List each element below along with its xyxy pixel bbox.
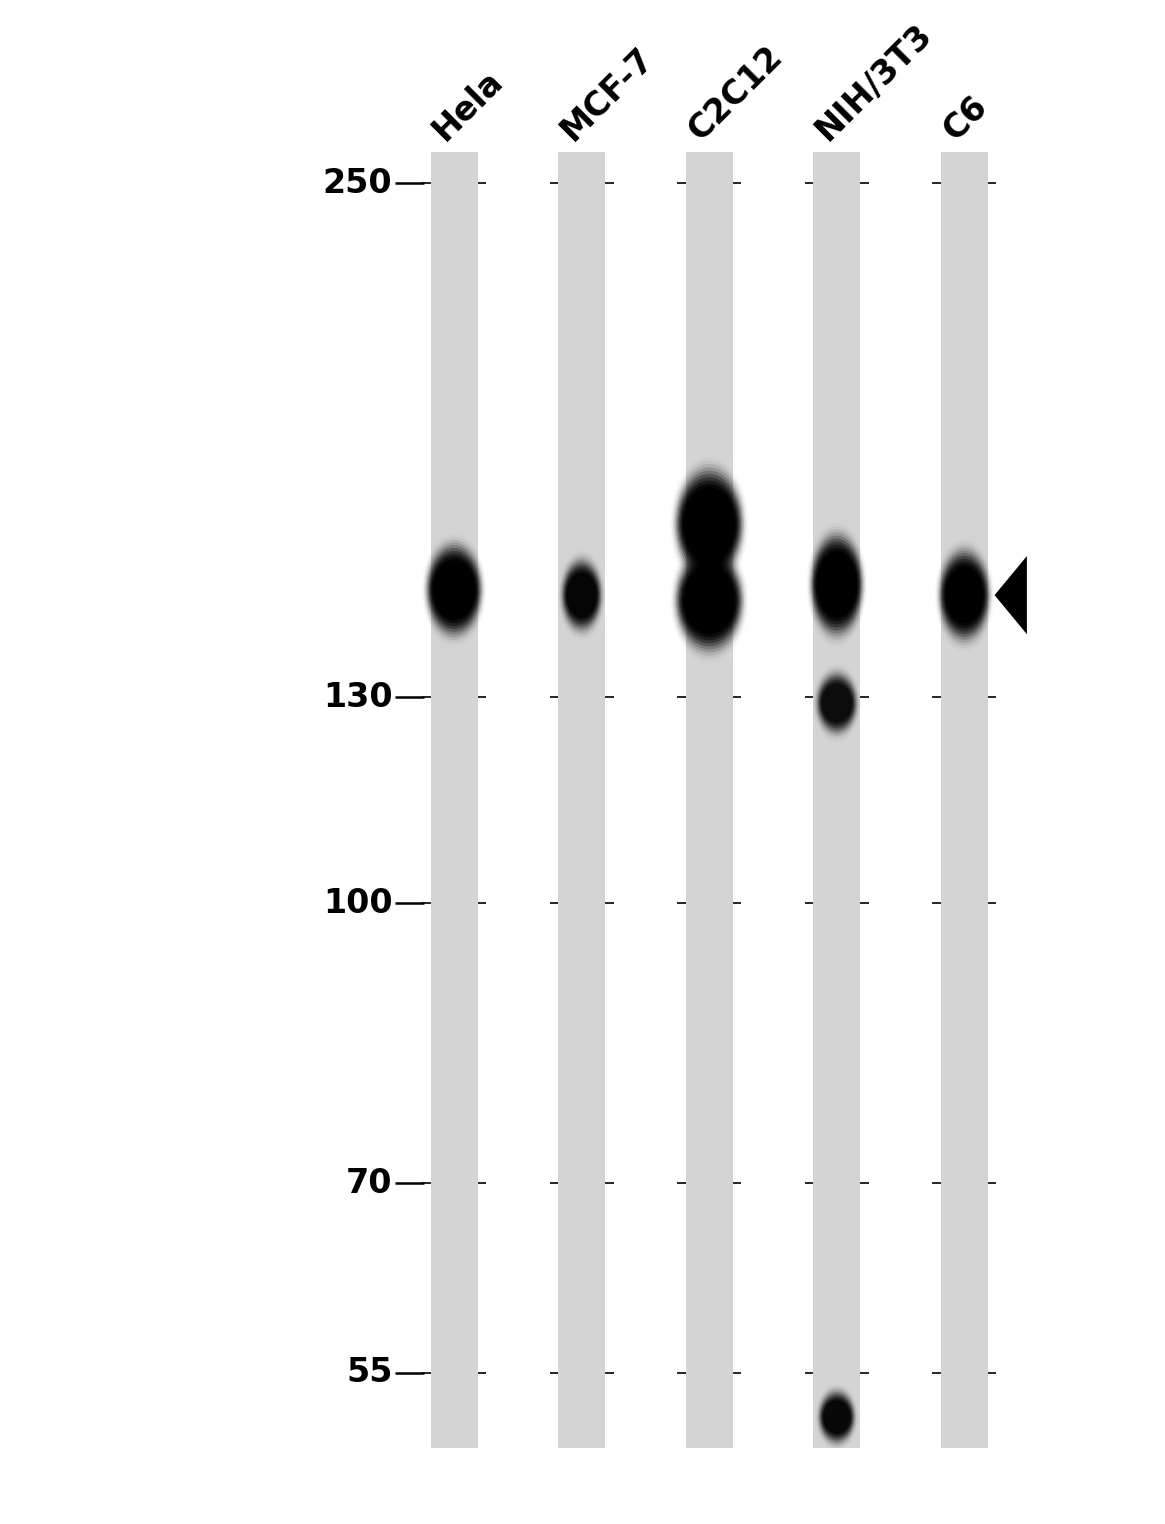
Ellipse shape xyxy=(818,1388,856,1445)
Ellipse shape xyxy=(814,668,860,738)
Ellipse shape xyxy=(824,1401,850,1434)
Ellipse shape xyxy=(680,561,739,640)
Bar xyxy=(813,152,860,1448)
Ellipse shape xyxy=(938,547,990,643)
Ellipse shape xyxy=(817,672,857,735)
Ellipse shape xyxy=(683,567,735,634)
Ellipse shape xyxy=(813,541,861,628)
Ellipse shape xyxy=(424,539,483,640)
Ellipse shape xyxy=(817,674,856,733)
Text: C6: C6 xyxy=(937,90,994,146)
Text: NIH/3T3: NIH/3T3 xyxy=(810,17,939,146)
Ellipse shape xyxy=(946,567,983,623)
Ellipse shape xyxy=(682,485,736,564)
Ellipse shape xyxy=(433,562,474,617)
Ellipse shape xyxy=(821,1398,852,1437)
Text: 130: 130 xyxy=(323,681,393,713)
Ellipse shape xyxy=(676,471,742,578)
Ellipse shape xyxy=(944,562,986,628)
Ellipse shape xyxy=(941,556,988,634)
Ellipse shape xyxy=(817,550,857,619)
Text: 55: 55 xyxy=(346,1356,393,1390)
Ellipse shape xyxy=(809,529,864,640)
Ellipse shape xyxy=(673,463,746,584)
Ellipse shape xyxy=(810,532,863,637)
Text: 250: 250 xyxy=(323,166,393,200)
Ellipse shape xyxy=(560,555,603,636)
Text: 70: 70 xyxy=(346,1167,393,1199)
Ellipse shape xyxy=(819,1390,855,1443)
Text: C2C12: C2C12 xyxy=(682,40,789,146)
Ellipse shape xyxy=(675,549,744,652)
Text: MCF-7: MCF-7 xyxy=(555,41,659,146)
Ellipse shape xyxy=(819,1391,854,1442)
Ellipse shape xyxy=(677,555,741,646)
Ellipse shape xyxy=(425,543,482,637)
Bar xyxy=(431,152,478,1448)
Ellipse shape xyxy=(820,680,854,727)
Bar xyxy=(941,152,988,1448)
Ellipse shape xyxy=(673,546,746,655)
Ellipse shape xyxy=(945,564,984,626)
Ellipse shape xyxy=(564,565,599,625)
Ellipse shape xyxy=(811,535,862,634)
Ellipse shape xyxy=(680,480,739,567)
Ellipse shape xyxy=(942,559,987,631)
Ellipse shape xyxy=(939,550,989,640)
Ellipse shape xyxy=(940,553,989,637)
Ellipse shape xyxy=(430,553,478,626)
Ellipse shape xyxy=(565,568,599,622)
Ellipse shape xyxy=(679,477,740,572)
Ellipse shape xyxy=(816,547,859,622)
Ellipse shape xyxy=(814,544,860,625)
Polygon shape xyxy=(995,556,1026,634)
Ellipse shape xyxy=(567,573,596,617)
Ellipse shape xyxy=(817,1387,856,1448)
Ellipse shape xyxy=(676,552,742,649)
Ellipse shape xyxy=(432,559,475,620)
Ellipse shape xyxy=(564,564,600,626)
Ellipse shape xyxy=(818,553,856,616)
Ellipse shape xyxy=(428,549,480,632)
Ellipse shape xyxy=(677,474,741,575)
Ellipse shape xyxy=(821,684,852,722)
Ellipse shape xyxy=(685,491,734,558)
Ellipse shape xyxy=(937,546,991,645)
Ellipse shape xyxy=(675,468,744,581)
Ellipse shape xyxy=(812,538,862,631)
Ellipse shape xyxy=(672,460,747,588)
Ellipse shape xyxy=(816,671,859,736)
Ellipse shape xyxy=(431,556,476,623)
Ellipse shape xyxy=(683,488,735,561)
Ellipse shape xyxy=(563,562,601,628)
Ellipse shape xyxy=(679,558,740,643)
Text: Hela: Hela xyxy=(426,64,509,146)
Bar xyxy=(558,152,605,1448)
Ellipse shape xyxy=(820,1393,854,1440)
Ellipse shape xyxy=(818,675,856,730)
Bar xyxy=(686,152,733,1448)
Ellipse shape xyxy=(566,570,598,620)
Ellipse shape xyxy=(820,681,853,724)
Ellipse shape xyxy=(426,546,481,634)
Ellipse shape xyxy=(562,559,602,631)
Text: 100: 100 xyxy=(323,887,393,919)
Ellipse shape xyxy=(429,550,479,629)
Ellipse shape xyxy=(682,564,736,637)
Ellipse shape xyxy=(685,570,734,631)
Ellipse shape xyxy=(822,1399,852,1436)
Ellipse shape xyxy=(821,1394,853,1439)
Ellipse shape xyxy=(560,558,602,632)
Ellipse shape xyxy=(819,678,855,728)
